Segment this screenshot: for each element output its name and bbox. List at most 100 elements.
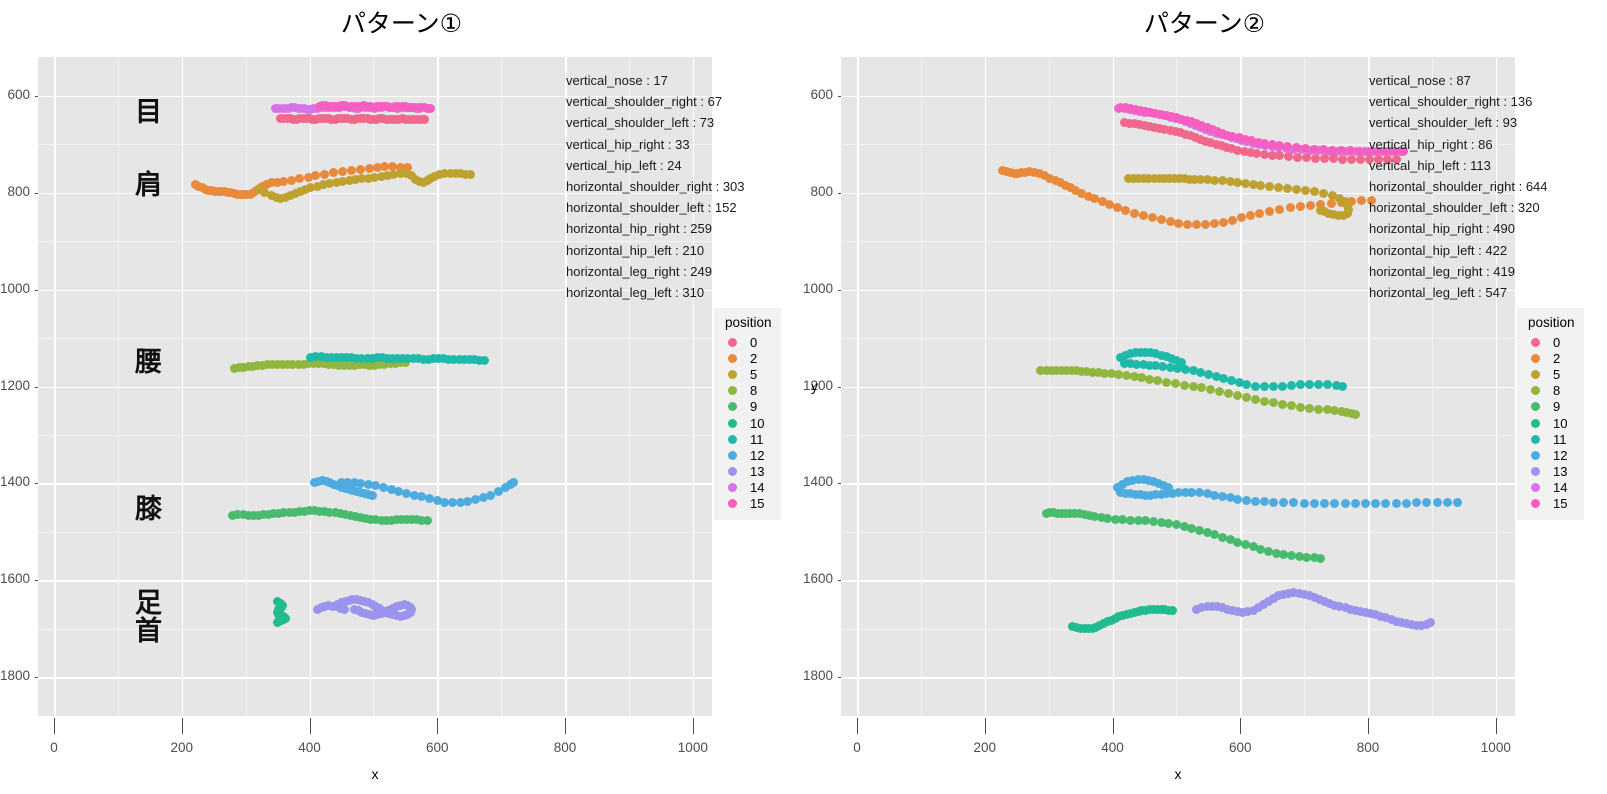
scatter-point — [1050, 176, 1060, 186]
scatter-point — [233, 510, 243, 520]
scatter-point — [1309, 187, 1319, 197]
scatter-point — [478, 493, 488, 503]
metric-line: vertical_shoulder_right : 136 — [1369, 94, 1533, 110]
x-tick-label: 200 — [973, 740, 996, 755]
legend-item[interactable]: 0 — [1526, 334, 1575, 351]
scatter-point — [1165, 217, 1175, 227]
scatter-point — [1174, 488, 1184, 498]
scatter-point — [354, 360, 364, 370]
scatter-point — [243, 510, 253, 520]
scatter-point — [1120, 488, 1130, 498]
scatter-point — [1129, 372, 1139, 382]
scatter-point — [1168, 606, 1178, 616]
legend-item[interactable]: 10 — [1526, 415, 1575, 432]
scatter-point — [1151, 108, 1161, 118]
scatter-point — [1295, 402, 1305, 412]
panel-pattern-1: パターン① vertical_nose : 17 vertical_shoulde… — [0, 0, 803, 794]
scatter-point — [1149, 174, 1159, 184]
scatter-point — [1253, 603, 1263, 613]
scatter-point — [1113, 203, 1123, 213]
scatter-point — [303, 359, 313, 369]
gridline-minor-horizontal — [38, 241, 712, 243]
scatter-point — [273, 617, 283, 627]
legend-swatch-icon — [1526, 447, 1544, 464]
scatter-point — [1155, 124, 1165, 134]
scatter-point — [349, 478, 359, 488]
scatter-point — [1399, 146, 1409, 156]
legend-item[interactable]: 5 — [723, 366, 772, 383]
legend-item[interactable]: 11 — [1526, 431, 1575, 448]
metrics-annotation-1: vertical_nose : 17 vertical_shoulder_righ… — [566, 70, 745, 303]
legend-swatch — [1530, 386, 1540, 396]
scatter-point — [1190, 174, 1200, 184]
legend-item[interactable]: 0 — [723, 334, 772, 351]
legend-item[interactable]: 2 — [1526, 350, 1575, 367]
scatter-point — [278, 359, 288, 369]
scatter-point — [1284, 588, 1294, 598]
scatter-point — [1357, 196, 1367, 206]
scatter-point — [335, 508, 345, 518]
scatter-point — [1286, 401, 1296, 411]
scatter-point — [384, 608, 394, 618]
scatter-point — [344, 176, 354, 186]
gridline-minor-horizontal — [841, 531, 1515, 533]
scatter-point — [1240, 134, 1250, 144]
scatter-point — [1367, 195, 1377, 205]
scatter-point — [1123, 477, 1133, 487]
legend-1[interactable]: position 0 2 5 8 9 10 11 12 13 14 15 — [714, 308, 781, 521]
scatter-point — [1225, 493, 1235, 503]
x-tick-mark — [1112, 718, 1114, 734]
legend-item[interactable]: 13 — [1526, 463, 1575, 480]
legend-item[interactable]: 2 — [723, 350, 772, 367]
legend-item[interactable]: 12 — [1526, 447, 1575, 464]
scatter-point — [435, 170, 445, 180]
legend-swatch — [1530, 402, 1540, 412]
legend-item[interactable]: 13 — [723, 463, 772, 480]
scatter-point — [1041, 365, 1051, 375]
scatter-point — [1289, 498, 1299, 508]
legend-item[interactable]: 9 — [723, 398, 772, 415]
scatter-point — [1192, 604, 1202, 614]
y-tick-label: 1400 — [0, 474, 30, 490]
scatter-point — [361, 513, 371, 523]
scatter-point — [1125, 515, 1135, 525]
scatter-point — [1207, 125, 1217, 135]
scatter-point — [338, 167, 348, 177]
legend-item[interactable]: 8 — [723, 382, 772, 399]
scatter-point — [1339, 210, 1349, 220]
legend-2[interactable]: position 0 2 5 8 9 10 11 12 13 14 15 — [1517, 308, 1584, 521]
scatter-point — [1350, 498, 1360, 508]
legend-item[interactable]: 14 — [1526, 479, 1575, 496]
scatter-point — [1125, 349, 1135, 359]
legend-item[interactable]: 12 — [723, 447, 772, 464]
scatter-point — [1251, 496, 1261, 506]
legend-item[interactable]: 5 — [1526, 366, 1575, 383]
legend-item[interactable]: 14 — [723, 479, 772, 496]
legend-item[interactable]: 15 — [723, 495, 772, 512]
x-tick-label: 0 — [853, 740, 861, 755]
x-tick-mark — [692, 718, 694, 734]
scatter-point — [388, 354, 398, 364]
scatter-point — [1119, 118, 1129, 128]
scatter-point — [1115, 102, 1125, 112]
scatter-point — [377, 353, 387, 363]
legend-item[interactable]: 11 — [723, 431, 772, 448]
legend-item[interactable]: 9 — [1526, 398, 1575, 415]
legend-item[interactable]: 8 — [1526, 382, 1575, 399]
scatter-point — [351, 175, 360, 185]
scatter-point — [1201, 220, 1211, 230]
scatter-point — [1225, 535, 1235, 545]
legend-item[interactable]: 15 — [1526, 495, 1575, 512]
scatter-point — [365, 163, 375, 173]
scatter-point — [1196, 134, 1206, 144]
scatter-point — [1206, 138, 1216, 148]
scatter-point — [1097, 197, 1107, 207]
x-tick-mark — [1240, 718, 1242, 734]
scatter-point — [408, 353, 418, 363]
scatter-point — [1159, 480, 1169, 490]
scatter-point — [440, 169, 450, 179]
scatter-point — [1159, 174, 1169, 184]
scatter-point — [1115, 352, 1125, 362]
scatter-point — [386, 515, 396, 525]
legend-item[interactable]: 10 — [723, 415, 772, 432]
